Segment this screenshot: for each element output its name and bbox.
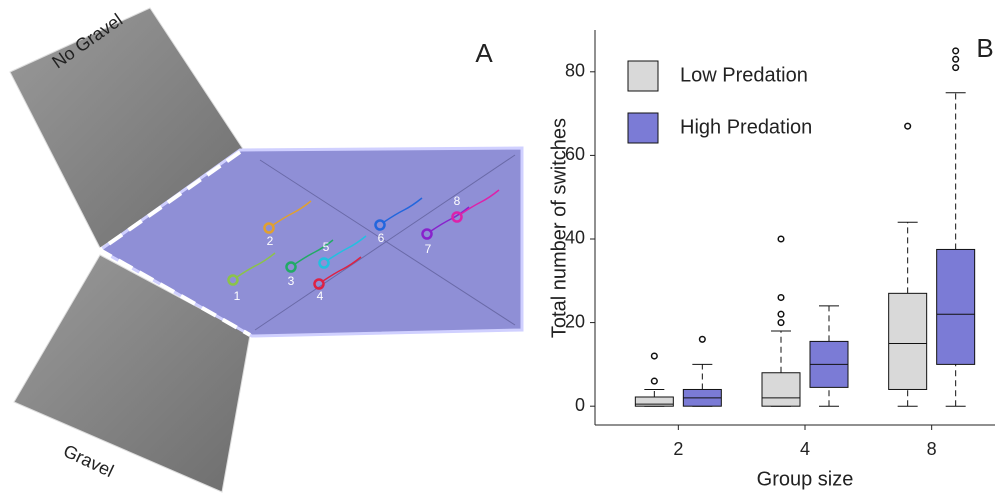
y-tick-label: 40 <box>565 228 585 248</box>
outlier <box>952 47 960 55</box>
legend-swatch <box>627 112 659 144</box>
fish-label: 4 <box>317 289 324 303</box>
box <box>888 292 928 390</box>
outlier <box>777 319 785 327</box>
fish <box>313 278 325 290</box>
legend-swatch <box>627 60 659 92</box>
fish-label: 1 <box>234 289 241 303</box>
x-tick-label: 4 <box>800 439 810 459</box>
fish <box>318 257 330 269</box>
outlier <box>777 235 785 243</box>
arm-label: Gravel <box>60 441 117 482</box>
tank-diagonal <box>259 159 516 326</box>
box <box>761 372 801 407</box>
fish-trail <box>383 197 423 223</box>
y-tick-label: 20 <box>565 311 585 331</box>
tank-diagonal <box>254 154 516 331</box>
x-axis-label: Group size <box>757 468 854 490</box>
fish-trail <box>322 256 362 282</box>
outlier <box>650 377 658 385</box>
fish <box>421 228 433 240</box>
y-tick-label: 80 <box>565 61 585 81</box>
outlier <box>777 310 785 318</box>
outlier <box>698 335 706 343</box>
panel-b: B Group size Total number of switches 0 2… <box>548 30 995 490</box>
x-tick-label: 8 <box>927 439 937 459</box>
legend-label: Low Predation <box>680 64 808 86</box>
y-tick-label: 60 <box>565 144 585 164</box>
fish <box>285 261 297 273</box>
fish-trail <box>272 200 312 226</box>
fish-trail <box>460 189 500 215</box>
outlier <box>952 64 960 72</box>
fish-label: 7 <box>425 242 432 256</box>
outlier <box>904 122 912 130</box>
outlier <box>777 293 785 302</box>
y-axis-label: Total number of switches <box>548 118 570 338</box>
fish <box>374 219 386 231</box>
box <box>936 248 976 365</box>
fish-label: 6 <box>378 231 385 245</box>
fish-label: 2 <box>267 234 274 248</box>
outlier <box>952 55 960 63</box>
fish-label: 5 <box>323 240 330 254</box>
panel-label: B <box>976 33 993 63</box>
fish <box>227 274 239 286</box>
divider <box>96 150 251 337</box>
x-tick-label: 2 <box>673 439 683 459</box>
panel-label: A <box>475 38 493 68</box>
fish-label: 3 <box>288 274 295 288</box>
box <box>634 396 674 407</box>
fish-group: 1 2 3 4 5 6 7 8 <box>227 189 500 303</box>
fish <box>451 211 463 223</box>
legend-label: High Predation <box>680 116 812 138</box>
y-tick-label: 0 <box>575 395 585 415</box>
fish-trail <box>327 235 367 261</box>
arm-bottom <box>13 254 251 493</box>
fish-trail <box>294 239 334 265</box>
outlier <box>650 352 658 360</box>
fish-label: 8 <box>454 194 461 208</box>
fish <box>263 222 275 234</box>
fish-trail <box>430 206 470 232</box>
fish-trail <box>236 252 276 278</box>
